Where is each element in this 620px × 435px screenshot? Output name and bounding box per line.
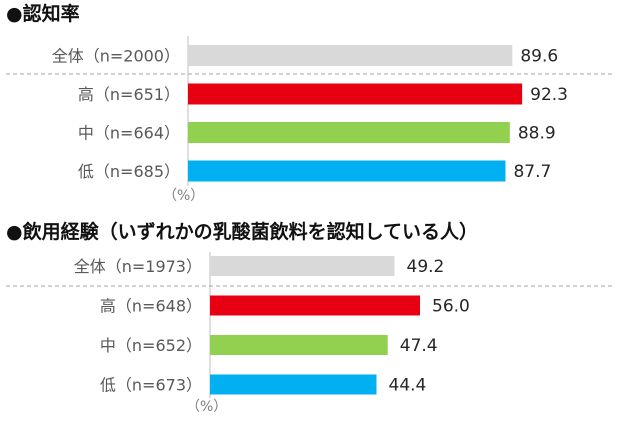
recognition-rate-category-label: 低（n=685） [78,162,180,181]
recognition-rate-bar [188,45,513,66]
drinking-experience-value-label: 44.4 [389,376,427,396]
drinking-experience-bar [210,335,388,355]
drinking-experience-bar [210,256,395,276]
recognition-rate-value-label: 87.7 [513,162,551,182]
drinking-experience-category-label: 全体（n=1973） [74,257,202,276]
recognition-rate-category-label: 全体（n=2000） [52,47,180,66]
drinking-experience-bar [210,374,377,395]
recognition-rate-unit-label: （%） [163,188,204,204]
drinking-experience-bar [210,295,420,316]
recognition-rate-value-label: 89.6 [520,47,558,67]
recognition-rate-value-label: 88.9 [518,124,556,144]
drinking-experience-bars: 全体（n=1973） 49.2 高（n=648） 56.0 中（n=652） 47.4 低（… [74,256,470,396]
recognition-rate-bar [188,122,510,143]
recognition-rate-bars: 全体（n=2000） 89.6 高（n=651） 92.3 中（n=664） 88.9 低（… [52,45,568,182]
recognition-rate-category-label: 高（n=651） [78,85,180,104]
drinking-experience-panel: ●飲用経験（いずれかの乳酸菌飲料を認知している人） 全体（n=1973） 49.2… [6,220,612,415]
recognition-rate-title: ●認知率 [6,2,80,25]
drinking-experience-category-label: 低（n=673） [100,376,202,395]
recognition-rate-panel: ●認知率 全体（n=2000） 89.6 高（n=651） 92.3 中（n=664） 8… [6,2,612,204]
drinking-experience-value-label: 56.0 [432,297,470,317]
drinking-experience-title: ●飲用経験（いずれかの乳酸菌飲料を認知している人） [6,220,478,243]
recognition-rate-bar [188,83,523,105]
drinking-experience-category-label: 高（n=648） [100,297,202,316]
recognition-rate-bar [188,160,506,182]
recognition-rate-category-label: 中（n=664） [78,124,180,143]
drinking-experience-unit-label: （%） [186,399,227,415]
drinking-experience-value-label: 47.4 [400,336,438,356]
drinking-experience-value-label: 49.2 [407,257,445,277]
recognition-rate-value-label: 92.3 [530,85,568,105]
drinking-experience-category-label: 中（n=652） [100,336,202,355]
